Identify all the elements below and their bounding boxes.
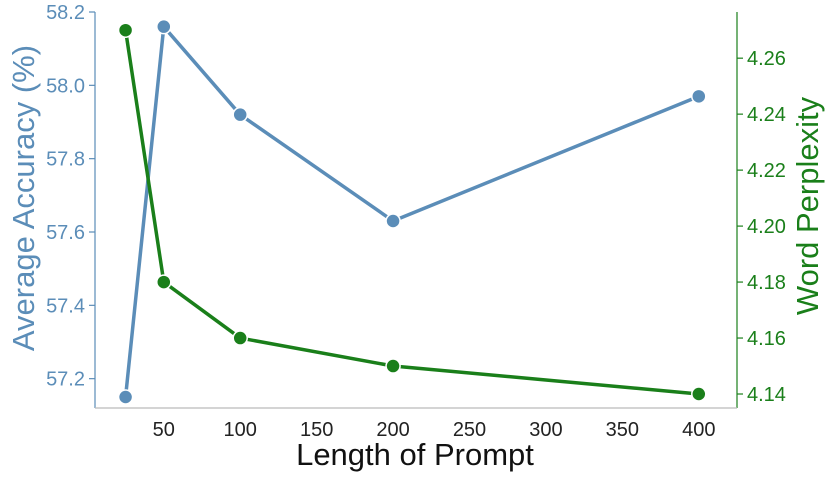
right-y-tick-label: 4.24	[747, 104, 786, 126]
left-y-tick-label: 57.6	[46, 222, 85, 244]
x-tick-label: 100	[224, 419, 257, 441]
series-layer	[117, 18, 707, 405]
left-y-axis-title: Average Accuracy (%)	[6, 45, 41, 351]
series-line-accuracy	[123, 24, 701, 399]
left-y-axis-ticks: 57.2 57.4 57.6 57.8 58.0 58.2	[46, 2, 95, 391]
x-axis-ticks: 50 100 150 200 250 300 350 400	[153, 419, 716, 441]
x-tick-label: 300	[529, 419, 562, 441]
right-y-tick-label: 4.20	[747, 216, 786, 238]
left-y-tick-label: 57.2	[46, 369, 85, 391]
data-point-accuracy	[156, 18, 172, 35]
data-point-perplexity	[385, 358, 401, 374]
right-y-axis-ticks: 4.14 4.16 4.18 4.20 4.22 4.24 4.26	[737, 48, 786, 406]
x-axis-title: Length of Prompt	[296, 437, 534, 472]
data-point-perplexity	[232, 330, 248, 346]
right-y-tick-label: 4.16	[747, 328, 786, 350]
data-point-accuracy	[385, 213, 401, 229]
right-y-tick-label: 4.14	[747, 384, 786, 406]
right-y-tick-label: 4.22	[747, 160, 786, 182]
right-y-tick-label: 4.18	[747, 272, 786, 294]
data-point-perplexity	[691, 386, 707, 402]
right-y-tick-label: 4.26	[747, 48, 786, 70]
right-y-axis-title: Word Perplexity	[790, 96, 825, 315]
left-y-tick-label: 57.4	[46, 295, 85, 317]
x-tick-label: 250	[453, 419, 486, 441]
x-tick-label: 50	[153, 419, 175, 441]
data-point-accuracy	[117, 389, 134, 405]
left-y-tick-label: 58.2	[46, 2, 85, 24]
x-tick-label: 350	[606, 419, 639, 441]
x-tick-label: 400	[682, 419, 715, 441]
data-point-accuracy	[232, 106, 248, 123]
data-point-perplexity	[156, 274, 172, 290]
left-y-tick-label: 57.8	[46, 149, 85, 171]
x-tick-label: 150	[300, 419, 333, 441]
left-y-tick-label: 58.0	[46, 75, 85, 97]
data-point-perplexity	[117, 22, 134, 38]
data-point-accuracy	[691, 88, 707, 105]
x-tick-label: 200	[376, 419, 409, 441]
